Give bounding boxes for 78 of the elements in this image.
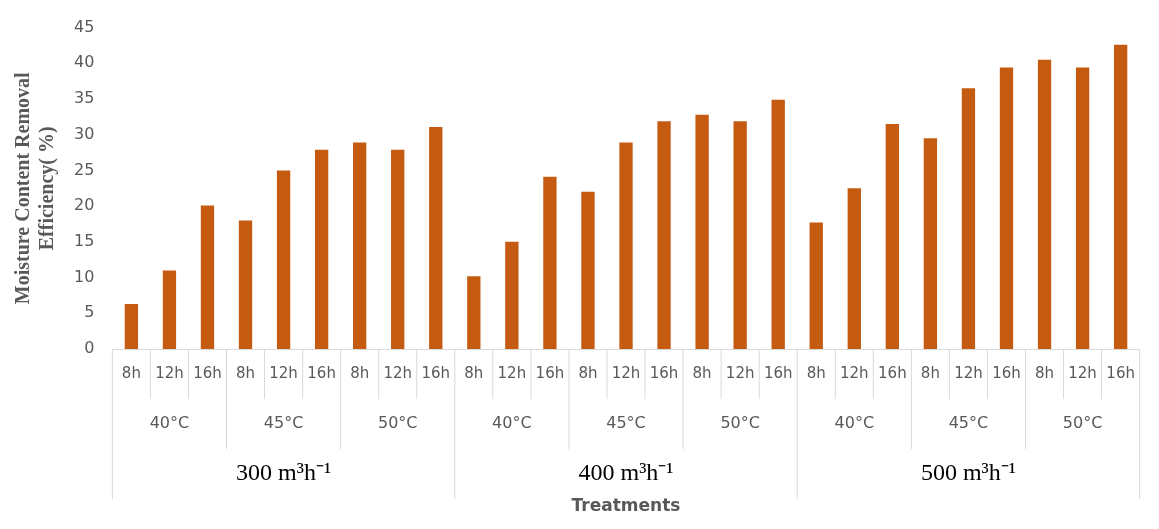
x-tick-label: 16h: [649, 363, 679, 382]
x-tick-label: 8h: [920, 363, 940, 382]
bar: [809, 222, 823, 349]
bar: [619, 142, 633, 349]
bar: [276, 170, 291, 349]
bar: [847, 188, 861, 349]
text: 50°C: [720, 413, 760, 433]
x-tick-label: 8h: [806, 363, 826, 382]
text: 40°C: [492, 413, 532, 433]
bar: [657, 121, 671, 349]
y-tick-label: 10: [74, 266, 95, 286]
text: 45°C: [263, 413, 304, 433]
x-tick-label: 16h: [307, 363, 336, 382]
x-tick-label: 12h: [383, 363, 413, 382]
x-tick-label: 8h: [578, 363, 598, 382]
bar: [999, 67, 1014, 349]
x-tick-label: 8h: [692, 363, 712, 382]
bar: [1075, 67, 1090, 349]
bar: [1113, 44, 1128, 349]
x-tick-label: 16h: [878, 363, 907, 382]
x-tick-label: 8h: [1035, 363, 1055, 382]
bar: [581, 191, 595, 349]
bar: [200, 205, 215, 349]
y-tick-label: 40: [74, 52, 95, 72]
y-tick-label: 5: [84, 302, 95, 322]
x-tick-label: 12h: [269, 363, 298, 382]
text: 45°C: [606, 413, 646, 433]
text: 40°C: [149, 413, 190, 433]
x-tick-label: 16h: [535, 363, 565, 382]
bar: [314, 149, 329, 349]
x-tick-label: 16h: [763, 363, 793, 382]
bar: [923, 138, 938, 349]
x-tick-label: 12h: [954, 363, 983, 382]
y-axis-title: Moisture Content Removal Efficiency( %): [11, 71, 59, 305]
bar: [543, 176, 557, 349]
x-tick-label: 8h: [236, 363, 256, 382]
x-tick-label: 8h: [121, 363, 141, 382]
x-tick-label: 16h: [193, 363, 222, 382]
bar: [771, 99, 785, 349]
bar: [238, 220, 253, 349]
x-tick-label: 16h: [1106, 363, 1135, 382]
y-tick-label: 25: [74, 159, 95, 179]
y-tick-label: 15: [74, 231, 95, 251]
x-tick-label: 12h: [497, 363, 527, 382]
bar: [124, 304, 139, 349]
x-tick-label: 8h: [350, 363, 370, 382]
text: 400 m³h⁻¹: [578, 459, 674, 486]
x-tick-label: 12h: [725, 363, 755, 382]
bar: [695, 114, 709, 349]
bar: [733, 121, 747, 349]
text: 300 m³h⁻¹: [236, 459, 332, 486]
bar: [353, 142, 367, 349]
y-tick-label: 20: [74, 195, 95, 215]
text: Treatments: [571, 495, 681, 516]
bar: [885, 124, 899, 349]
y-tick-label: 0: [84, 338, 95, 358]
x-tick-label: 12h: [155, 363, 184, 382]
x-tick-label: 8h: [464, 363, 484, 382]
y-tick-label: 45: [74, 16, 95, 36]
bar: [961, 88, 976, 349]
x-tick-label: 12h: [1068, 363, 1097, 382]
y-tick-label: 35: [74, 88, 95, 108]
bar: [505, 241, 519, 349]
text: 40°C: [834, 413, 875, 433]
text: 500 m³h⁻¹: [920, 459, 1016, 486]
y-tick-label: 30: [74, 123, 95, 143]
bar: [429, 126, 443, 349]
text: 45°C: [948, 413, 989, 433]
x-tick-label: 16h: [421, 363, 451, 382]
x-tick-label: 16h: [992, 363, 1021, 382]
bar: [391, 149, 405, 349]
bar: [467, 276, 481, 349]
x-tick-label: 12h: [611, 363, 641, 382]
x-tick-label: 12h: [840, 363, 869, 382]
text: 50°C: [1062, 413, 1103, 433]
text: 50°C: [377, 413, 418, 433]
bar: [1037, 59, 1052, 349]
bar: [162, 270, 177, 349]
